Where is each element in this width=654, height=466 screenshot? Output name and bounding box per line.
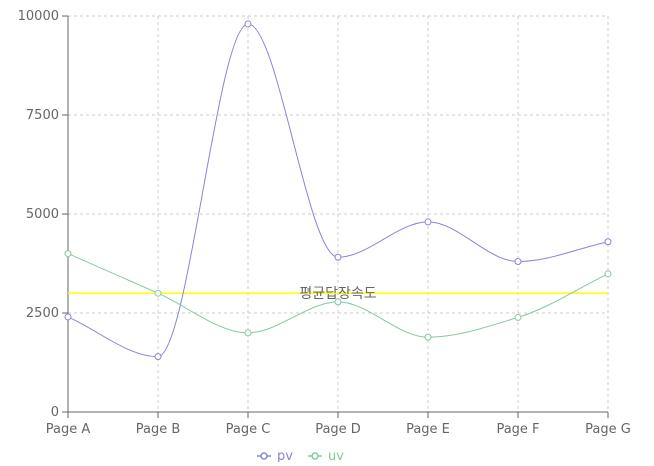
data-point-uv <box>514 313 522 321</box>
y-tick-label: 10000 <box>18 9 59 24</box>
x-tick-label: Page B <box>136 422 181 437</box>
series-line-pv <box>67 23 609 358</box>
data-point-pv <box>244 20 252 28</box>
legend-marker-point-pv <box>260 452 268 460</box>
x-tick-label: Page A <box>46 422 91 437</box>
data-point-pv <box>514 258 522 266</box>
y-tick-label: 0 <box>51 405 59 420</box>
y-tick-label: 5000 <box>26 207 59 222</box>
reference-line-label: 평균답장속도 <box>299 286 376 302</box>
data-point-uv <box>424 333 432 341</box>
data-point-pv <box>334 253 342 261</box>
y-tick-label: 7500 <box>26 108 59 123</box>
legend-marker-point-uv <box>311 452 319 460</box>
data-point-uv <box>334 298 342 306</box>
data-point-pv <box>604 238 612 246</box>
data-point-pv <box>64 313 72 321</box>
data-point-uv <box>604 270 612 278</box>
data-point-pv <box>154 353 162 361</box>
data-point-uv <box>244 329 252 337</box>
x-tick-label: Page D <box>315 422 361 437</box>
x-tick-label: Page F <box>496 422 539 437</box>
legend-item-pv: pv <box>277 449 293 462</box>
legend-item-uv: uv <box>328 449 344 462</box>
x-tick-label: Page E <box>406 422 450 437</box>
x-tick-label: Page G <box>585 422 631 437</box>
y-tick-label: 2500 <box>26 306 59 321</box>
data-point-uv <box>154 289 162 297</box>
data-point-pv <box>424 218 432 226</box>
x-tick-label: Page C <box>226 422 271 437</box>
data-point-uv <box>64 250 72 258</box>
